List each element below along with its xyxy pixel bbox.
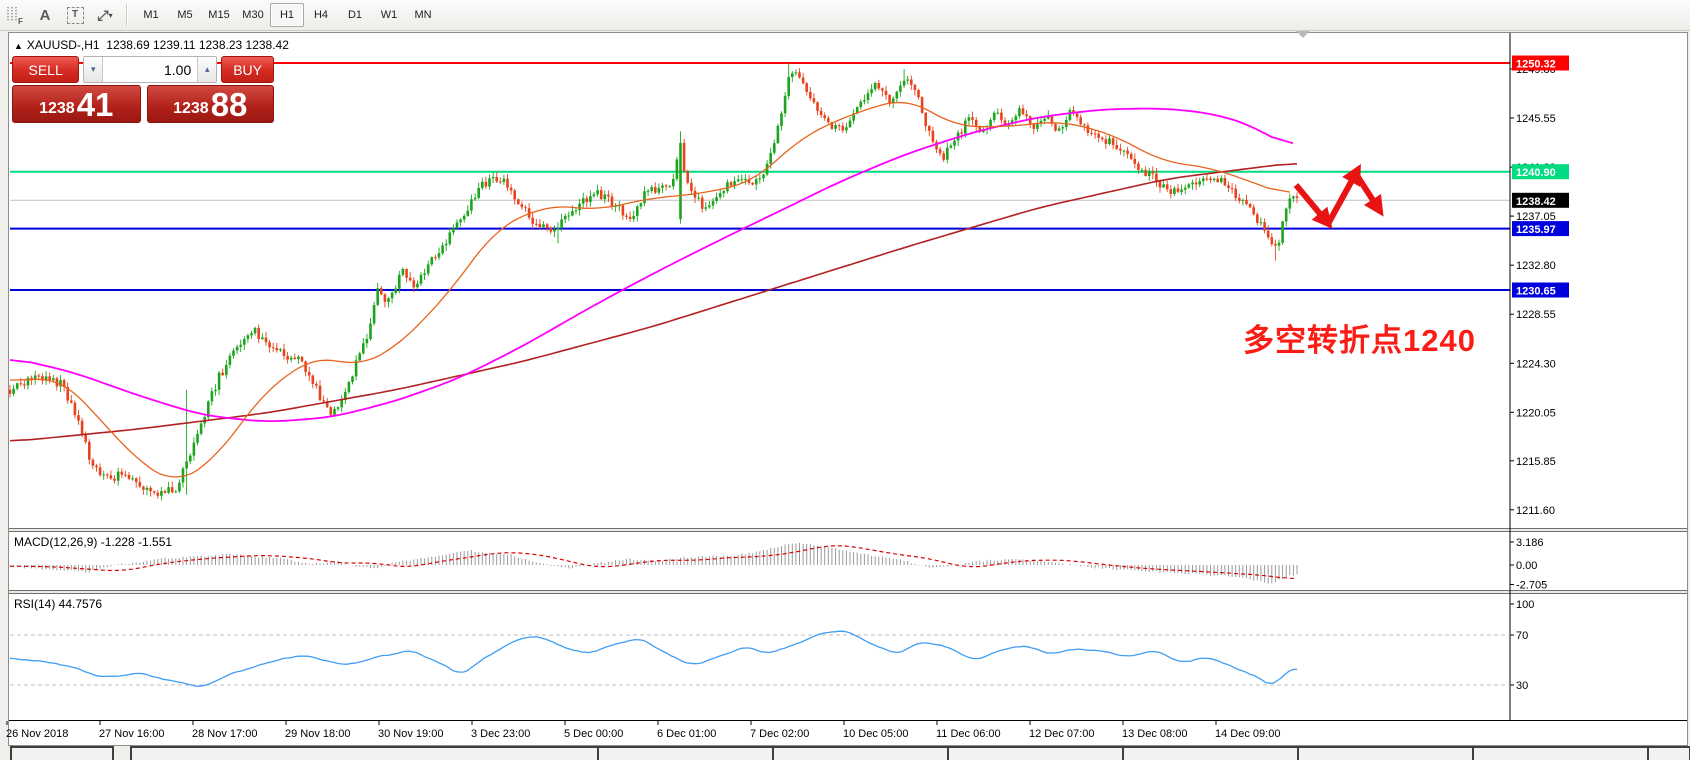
trend-arrows-annotation	[1293, 164, 1384, 229]
dropdown-caret-icon: ▾	[108, 10, 113, 20]
axis-tick-label: 30	[1516, 680, 1528, 692]
axis-tick-label: 1228.55	[1516, 309, 1556, 321]
axis-tick-label: 1232.80	[1516, 260, 1556, 272]
time-axis-label: 13 Dec 08:00	[1122, 728, 1187, 740]
axis-tick-label: 1235.97	[1516, 224, 1556, 236]
time-axis-label: 26 Nov 2018	[6, 728, 68, 740]
time-axis-label: 5 Dec 00:00	[564, 728, 623, 740]
timeframe-button-mn[interactable]: MN	[414, 9, 432, 21]
background-window-segment	[1297, 746, 1474, 760]
symbol-name: XAUUSD-,H1	[26, 38, 100, 52]
chart-window	[8, 32, 1688, 746]
text-label-tool-icon[interactable]: T	[62, 3, 88, 27]
ma-magenta-line	[9, 107, 1294, 423]
toolbar: F A T ⤢ ▾ M1 M5 M15 M30 H1 H4 D1 W1 MN	[0, 0, 1690, 31]
axis-tick-label: 1245.55	[1516, 113, 1556, 125]
buy-price-big: 88	[210, 86, 248, 124]
background-window-segment	[1647, 746, 1690, 760]
timeframe-button-m5[interactable]: M5	[177, 9, 193, 21]
ma-darkred-line	[9, 163, 1298, 442]
axis-tick-label: 1230.65	[1516, 286, 1556, 298]
price-label-1250.32	[1512, 55, 1569, 71]
price-label-1240.90	[1512, 164, 1569, 180]
timeframe-button-d1[interactable]: D1	[347, 9, 363, 21]
rsi-indicator-label: RSI(14) 44.7576	[14, 597, 103, 611]
background-window-segment	[772, 746, 949, 760]
axis-tick-label: 100	[1516, 599, 1534, 611]
axis-tick-label: 1237.05	[1516, 211, 1556, 223]
candles-layer	[8, 63, 1299, 501]
volume-stepper: ▾ ▴	[83, 56, 218, 83]
time-axis-label: 29 Nov 18:00	[285, 728, 350, 740]
buy-price-small: 1238	[173, 100, 209, 117]
arrows-tool-icon[interactable]: ⤢ ▾	[97, 6, 113, 23]
macd-indicator-label: MACD(12,26,9) -1.228 -1.551	[14, 535, 173, 549]
axis-tick-label: 0.00	[1516, 560, 1537, 572]
axis-tick-label: -2.705	[1516, 580, 1547, 592]
background-window-segment	[1122, 746, 1299, 760]
one-click-trade-panel: SELL ▾ ▴ BUY 1238 41 1238 88	[12, 56, 274, 123]
macd-histogram	[9, 542, 1298, 584]
background-window-segment	[1472, 746, 1649, 760]
scroll-to-end-marker-icon[interactable]	[1296, 31, 1310, 38]
background-window-segment	[10, 746, 114, 760]
time-axis-label: 12 Dec 07:00	[1029, 728, 1094, 740]
sell-price-big: 41	[76, 86, 114, 124]
toolbar-separator	[126, 4, 128, 26]
axis-tick-label: 1215.85	[1516, 456, 1556, 468]
time-axis-label: 30 Nov 19:00	[378, 728, 443, 740]
macd-signal-line	[10, 545, 1298, 580]
time-axis-label: 3 Dec 23:00	[471, 728, 530, 740]
time-axis-label: 7 Dec 02:00	[750, 728, 809, 740]
axis-tick-label: 1224.30	[1516, 358, 1556, 370]
price-label-1235.97	[1512, 221, 1569, 237]
sell-price-display[interactable]: 1238 41	[12, 85, 141, 123]
price-label-1230.65	[1512, 282, 1569, 298]
axis-tick-label: 1238.42	[1516, 196, 1556, 208]
axis-tick-label: 1211.60	[1516, 505, 1555, 517]
time-axis-label: 28 Nov 17:00	[192, 728, 257, 740]
timeframe-button-w1[interactable]: W1	[380, 9, 398, 21]
axis-tick-label: 3.186	[1516, 537, 1544, 549]
price-label-1238.42	[1512, 192, 1569, 208]
text-tool-icon[interactable]: A	[39, 6, 51, 24]
symbol-marker-icon: ▲	[14, 41, 23, 51]
axis-tick-label: 1240.90	[1516, 167, 1556, 179]
background-window-segment	[597, 746, 774, 760]
timeframe-button-m15[interactable]: M15	[208, 9, 230, 21]
background-window-segment	[947, 746, 1124, 760]
axis-tick-label: 1220.05	[1516, 407, 1556, 419]
chinese-annotation-text: 多空转折点1240	[1243, 323, 1476, 358]
volume-increase-button[interactable]: ▴	[197, 57, 217, 82]
buy-price-display[interactable]: 1238 88	[146, 85, 274, 124]
dotted-grid-icon: F	[7, 7, 25, 25]
ma-orange-line	[9, 101, 1291, 478]
timeframe-button-h4[interactable]: H4	[313, 9, 329, 21]
time-axis-label: 6 Dec 01:00	[657, 728, 716, 740]
chart-shift-icon[interactable]: F	[2, 3, 28, 27]
time-axis-label: 10 Dec 05:00	[843, 728, 908, 740]
volume-decrease-button[interactable]: ▾	[84, 57, 104, 82]
axis-tick-label: 70	[1516, 630, 1528, 642]
timeframe-button-h1[interactable]: H1	[270, 3, 304, 27]
buy-button[interactable]: BUY	[221, 56, 274, 83]
ohlc-values: 1238.69 1239.11 1238.23 1238.42	[106, 38, 289, 52]
time-axis-label: 14 Dec 09:00	[1215, 728, 1280, 740]
background-window-segment	[130, 746, 599, 760]
axis-tick-label: 1250.32	[1516, 59, 1556, 71]
sell-price-small: 1238	[39, 100, 75, 117]
rsi-line	[9, 630, 1298, 688]
time-axis-label: 27 Nov 16:00	[99, 728, 164, 740]
timeframe-button-m1[interactable]: M1	[143, 9, 159, 21]
chart-title: ▲ XAUUSD-,H1 1238.69 1239.11 1238.23 1238…	[14, 38, 289, 52]
volume-input[interactable]	[103, 57, 198, 82]
timeframe-button-m30[interactable]: M30	[242, 9, 264, 21]
time-axis-label: 11 Dec 06:00	[936, 728, 1001, 740]
sell-button[interactable]: SELL	[12, 56, 80, 83]
